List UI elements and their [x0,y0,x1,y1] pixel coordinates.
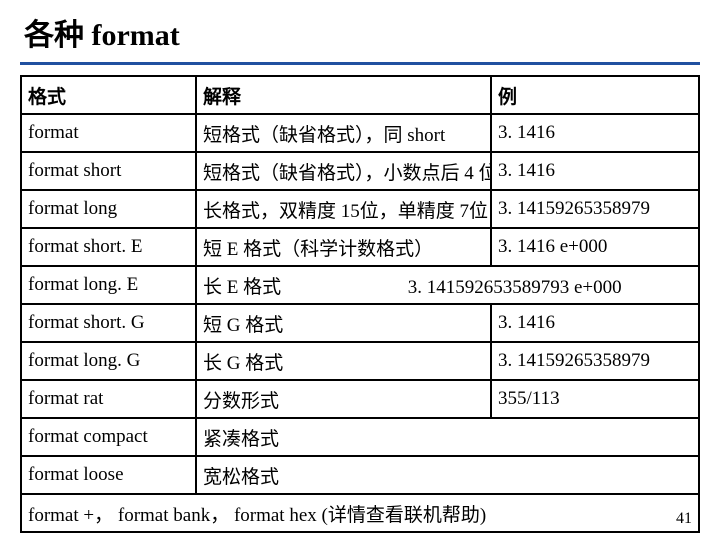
cell-desc: 长格式，双精度 15位，单精度 7位 [196,190,491,228]
table-row: format loose 宽松格式 [21,456,699,494]
table-row: format long. E 长 E 格式 3. 141592653589793… [21,266,699,304]
cell-desc: 长 G 格式 [196,342,491,380]
header-cell-desc: 解释 [196,76,491,114]
header-cell-example: 例 [491,76,699,114]
cell-format: format loose [21,456,196,494]
cell-desc: 长 E 格式 [203,272,403,299]
cell-format: format short. G [21,304,196,342]
cell-desc: 短格式（缺省格式），小数点后 4 位 [196,152,491,190]
cell-example: 355/113 [491,380,699,418]
cell-format: format long. G [21,342,196,380]
cell-desc: 宽松格式 [196,456,699,494]
table-row: format compact 紧凑格式 [21,418,699,456]
table-row: format short. G 短 G 格式 3. 1416 [21,304,699,342]
cell-example: 3. 1416 e+000 [491,228,699,266]
page-number: 41 [676,510,692,528]
cell-desc: 紧凑格式 [196,418,699,456]
footer-cell: format +， format bank， format hex (详情查看联… [21,494,699,532]
cell-format: format compact [21,418,196,456]
cell-format: format rat [21,380,196,418]
table-row: format short 短格式（缺省格式），小数点后 4 位 3. 1416 [21,152,699,190]
table-row: format long 长格式，双精度 15位，单精度 7位 3. 141592… [21,190,699,228]
header-cell-format: 格式 [21,76,196,114]
table-row: format rat 分数形式 355/113 [21,380,699,418]
table-header-row: 格式 解释 例 [21,76,699,114]
cell-example: 3. 141592653589793 e+000 [408,277,622,299]
cell-example: 3. 14159265358979 [491,190,699,228]
cell-desc: 短格式（缺省格式），同 short [196,114,491,152]
cell-format: format [21,114,196,152]
cell-example: 3. 14159265358979 [491,342,699,380]
title-underline [20,62,700,65]
slide-title: 各种 format [24,10,700,54]
cell-desc: 短 E 格式（科学计数格式） [196,228,491,266]
cell-desc: 短 G 格式 [196,304,491,342]
cell-format: format short [21,152,196,190]
cell-format: format long. E [21,266,196,304]
cell-format: format long [21,190,196,228]
cell-example: 3. 1416 [491,114,699,152]
table-footer-row: format +， format bank， format hex (详情查看联… [21,494,699,532]
cell-example: 3. 1416 [491,304,699,342]
table-row: format 短格式（缺省格式），同 short 3. 1416 [21,114,699,152]
cell-desc: 分数形式 [196,380,491,418]
cell-example: 3. 1416 [491,152,699,190]
table-row: format short. E 短 E 格式（科学计数格式） 3. 1416 e… [21,228,699,266]
cell-format: format short. E [21,228,196,266]
format-table: 格式 解释 例 format 短格式（缺省格式），同 short 3. 1416… [20,75,700,533]
cell-desc-and-example: 长 E 格式 3. 141592653589793 e+000 [196,266,699,304]
table-row: format long. G 长 G 格式 3. 14159265358979 [21,342,699,380]
